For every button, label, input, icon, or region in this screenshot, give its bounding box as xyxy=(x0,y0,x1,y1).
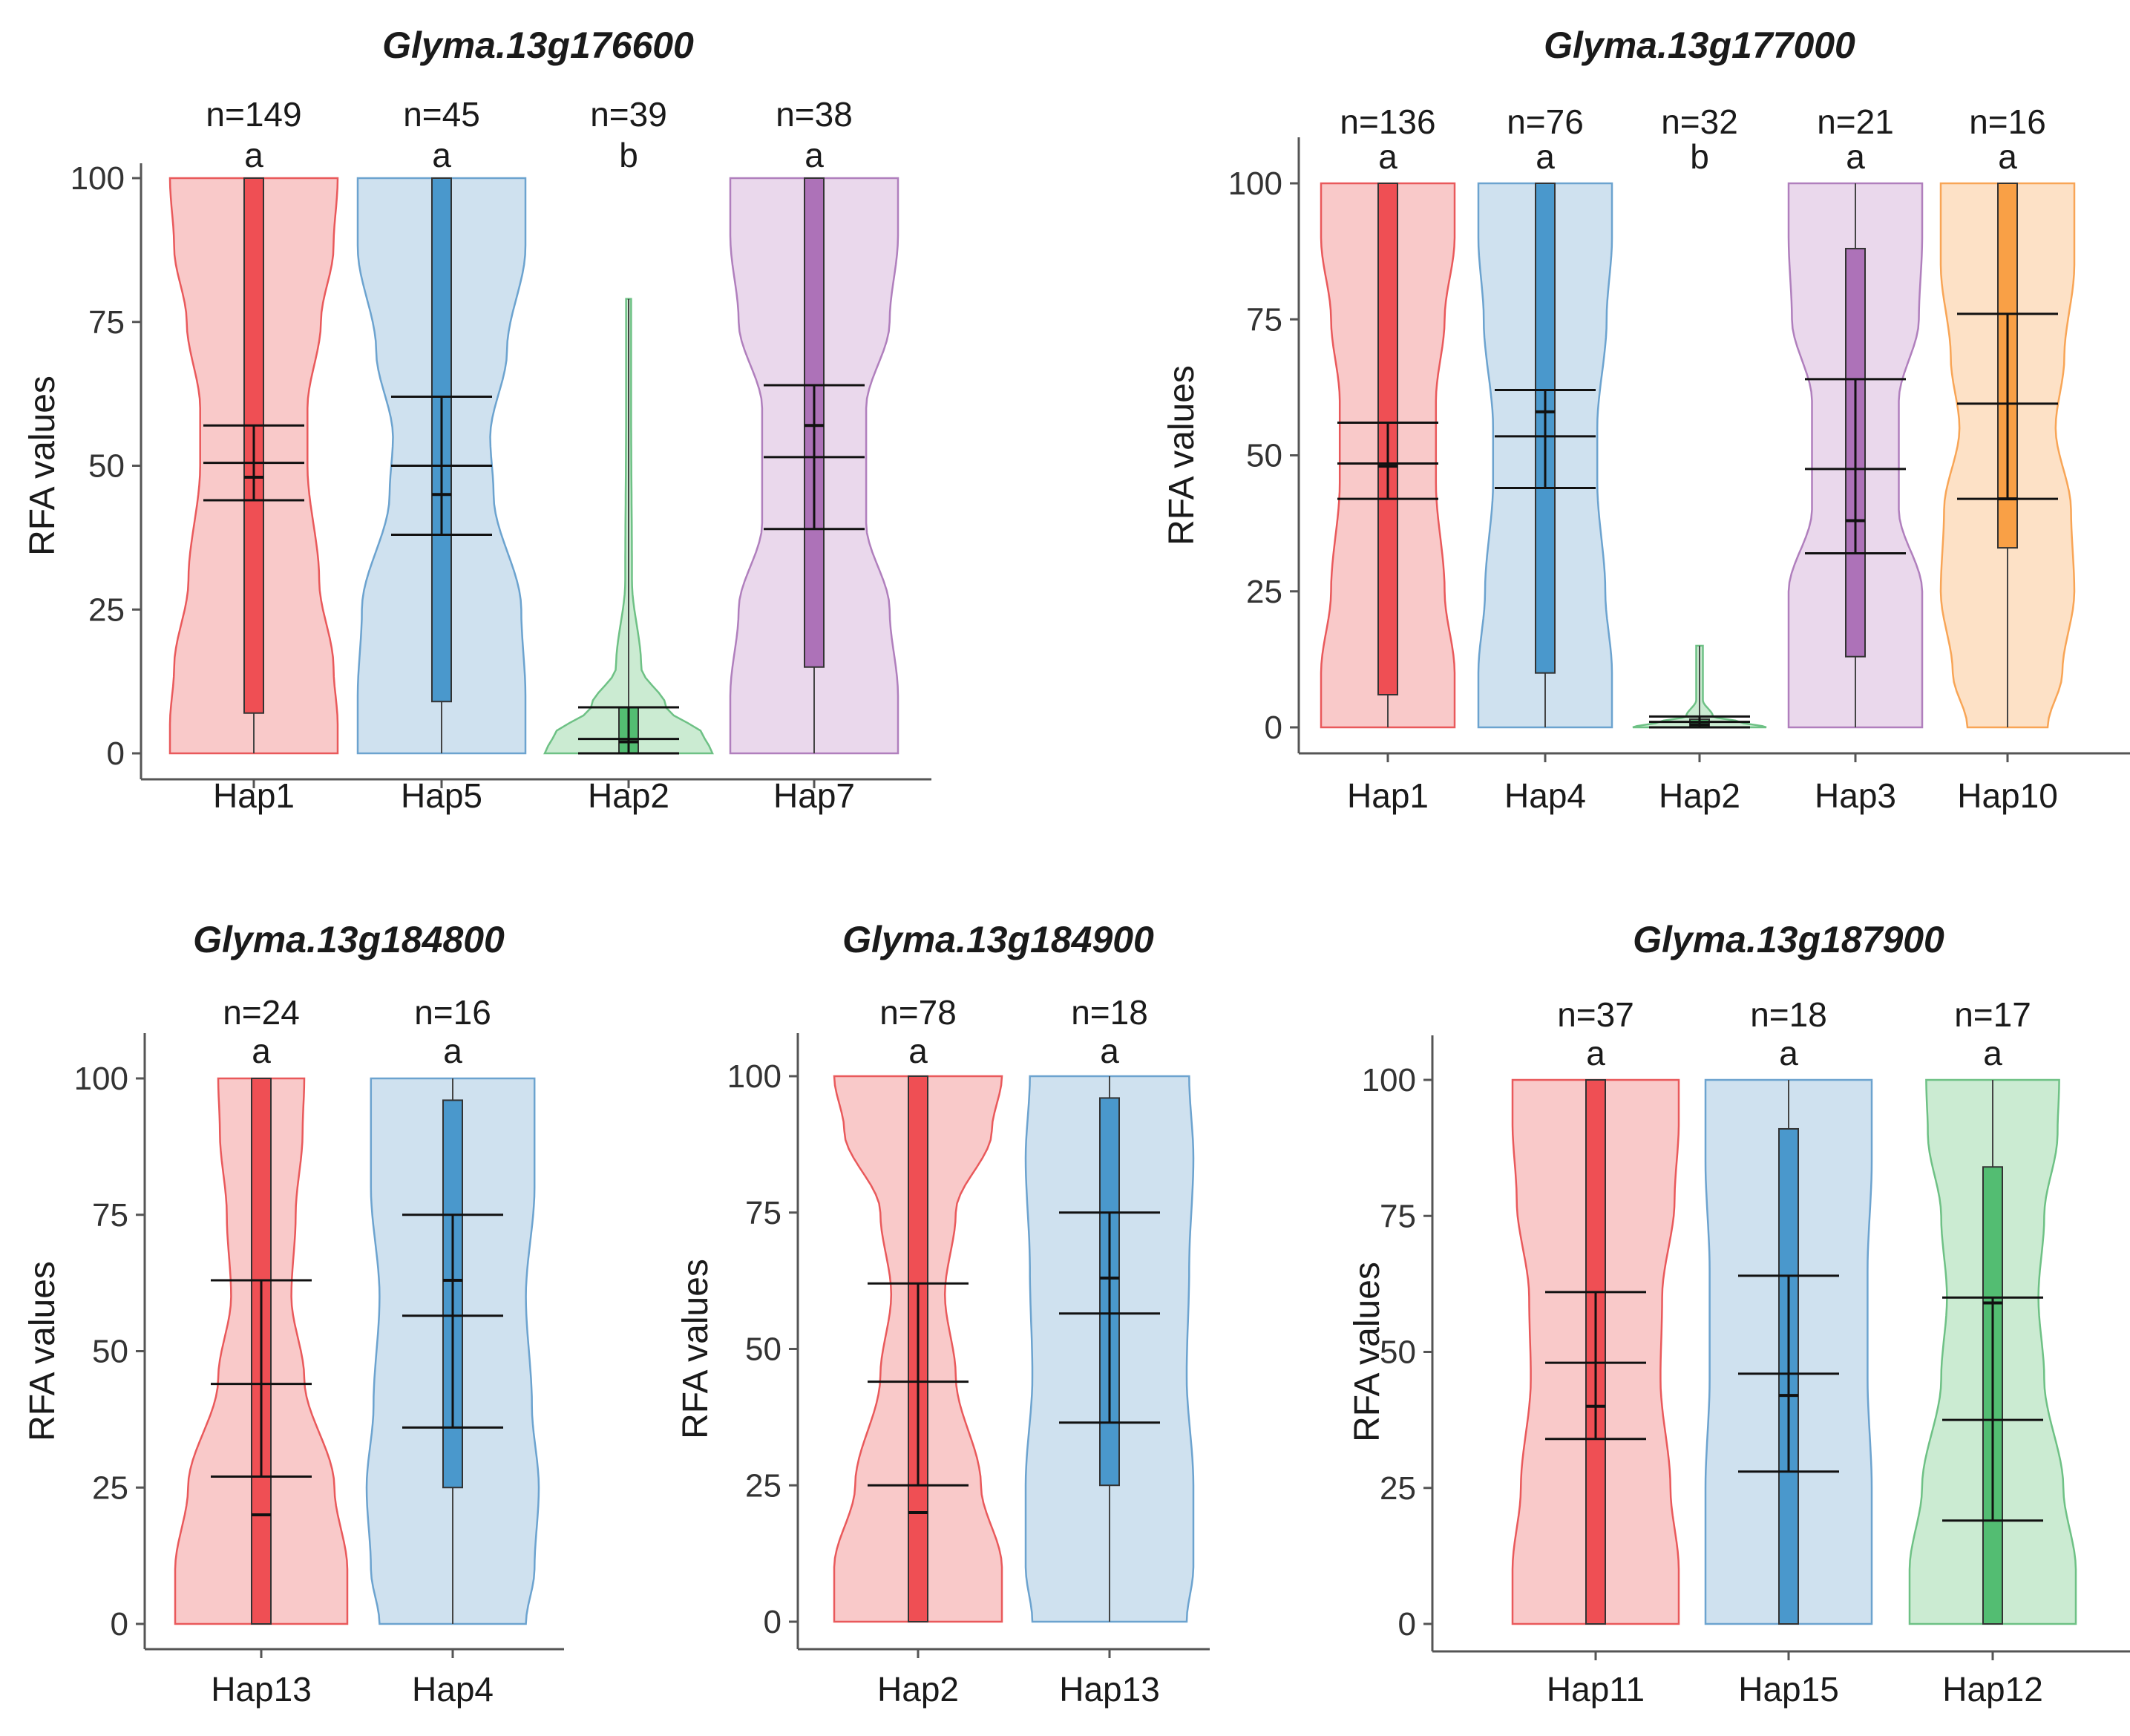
significance-letter: a xyxy=(908,1032,928,1070)
n-label: n=18 xyxy=(1071,993,1148,1032)
significance-letter: a xyxy=(1779,1034,1798,1072)
significance-letter: a xyxy=(244,136,263,174)
y-tick-label: 25 xyxy=(1380,1470,1416,1507)
y-tick-label: 0 xyxy=(764,1604,781,1640)
y-tick-label: 75 xyxy=(745,1195,781,1231)
x-tick-label: Hap2 xyxy=(1659,776,1740,815)
y-tick-label: 0 xyxy=(1265,710,1282,746)
n-label: n=24 xyxy=(223,993,300,1032)
significance-letter: a xyxy=(1586,1034,1605,1072)
n-label: n=17 xyxy=(1954,995,2031,1034)
significance-letter: a xyxy=(252,1032,271,1070)
x-tick-label: Hap11 xyxy=(1547,1670,1645,1709)
significance-letter: a xyxy=(1846,137,1865,176)
chart-title: Glyma.13g176600 xyxy=(382,24,694,66)
significance-letter: a xyxy=(1983,1034,2002,1072)
y-axis-label: RFA values xyxy=(676,1259,715,1439)
y-tick-label: 0 xyxy=(111,1606,128,1642)
significance-letter: a xyxy=(1536,137,1555,176)
x-tick-label: Hap2 xyxy=(877,1670,959,1709)
y-tick-label: 50 xyxy=(1246,438,1282,474)
n-label: n=39 xyxy=(590,95,667,134)
x-tick-label: Hap7 xyxy=(773,776,855,815)
y-tick-label: 50 xyxy=(1380,1334,1416,1371)
y-tick-label: 25 xyxy=(745,1467,781,1504)
y-tick-label: 100 xyxy=(1362,1062,1416,1098)
n-label: n=16 xyxy=(414,993,491,1032)
n-label: n=37 xyxy=(1557,995,1634,1034)
chart-title: Glyma.13g184900 xyxy=(842,919,1154,960)
y-axis-label: RFA values xyxy=(23,376,62,556)
y-axis-label: RFA values xyxy=(23,1261,62,1441)
chart-title: Glyma.13g187900 xyxy=(1633,919,1944,960)
box-hap4 xyxy=(1535,183,1556,674)
y-tick-label: 100 xyxy=(71,160,125,197)
x-tick-label: Hap5 xyxy=(401,776,482,815)
n-label: n=76 xyxy=(1507,102,1584,141)
x-tick-label: Hap13 xyxy=(211,1670,312,1709)
y-tick-label: 25 xyxy=(88,592,125,628)
x-tick-label: Hap13 xyxy=(1059,1670,1160,1709)
y-tick-label: 25 xyxy=(1246,574,1282,610)
significance-letter: a xyxy=(1998,137,2017,176)
chart-panel-2: Glyma.13g177000 RFA values 0 25 50 75 100 n=136… xyxy=(1162,24,2130,815)
x-tick-label: Hap4 xyxy=(412,1670,494,1709)
significance-letter: a xyxy=(432,136,451,174)
y-tick-label: 75 xyxy=(1246,301,1282,338)
significance-letter: b xyxy=(619,136,638,174)
y-tick-label: 50 xyxy=(92,1334,128,1370)
x-tick-label: Hap2 xyxy=(588,776,669,815)
n-label: n=18 xyxy=(1750,995,1827,1034)
y-tick-label: 50 xyxy=(745,1332,781,1368)
n-label: n=38 xyxy=(776,95,853,134)
y-tick-label: 0 xyxy=(107,736,125,772)
significance-letter: a xyxy=(443,1032,462,1070)
y-axis-label: RFA values xyxy=(1348,1262,1387,1442)
significance-letter: a xyxy=(805,136,824,174)
y-tick-label: 100 xyxy=(1228,166,1282,202)
x-tick-label: Hap15 xyxy=(1738,1670,1839,1709)
y-tick-label: 75 xyxy=(92,1197,128,1234)
x-tick-label: Hap1 xyxy=(1347,776,1429,815)
chart-title: Glyma.13g177000 xyxy=(1544,24,1855,66)
y-tick-label: 75 xyxy=(1380,1198,1416,1234)
n-label: n=16 xyxy=(1969,102,2046,141)
y-tick-label: 100 xyxy=(74,1061,128,1097)
x-tick-label: Hap10 xyxy=(1957,776,2058,815)
y-tick-label: 100 xyxy=(727,1058,781,1095)
y-axis-label: RFA values xyxy=(1162,365,1202,546)
significance-letter: a xyxy=(1100,1032,1119,1070)
x-tick-label: Hap12 xyxy=(1942,1670,2043,1709)
chart-title: Glyma.13g184800 xyxy=(193,919,505,960)
significance-letter: b xyxy=(1690,137,1709,176)
chart-panel-1: Glyma.13g176600 RFA values 0 25 50 75 100 n=149… xyxy=(23,24,931,815)
x-tick-label: Hap3 xyxy=(1815,776,1896,815)
n-label: n=45 xyxy=(403,95,480,134)
n-label: n=21 xyxy=(1817,102,1894,141)
n-label: n=32 xyxy=(1661,102,1738,141)
n-label: n=136 xyxy=(1340,102,1435,141)
y-tick-label: 75 xyxy=(88,304,125,341)
n-label: n=149 xyxy=(206,95,301,134)
y-tick-label: 50 xyxy=(88,448,125,485)
y-tick-label: 0 xyxy=(1398,1606,1416,1642)
y-tick-label: 25 xyxy=(92,1470,128,1506)
n-label: n=78 xyxy=(879,993,957,1032)
x-tick-label: Hap4 xyxy=(1504,776,1586,815)
significance-letter: a xyxy=(1378,137,1397,176)
x-tick-label: Hap1 xyxy=(213,776,295,815)
